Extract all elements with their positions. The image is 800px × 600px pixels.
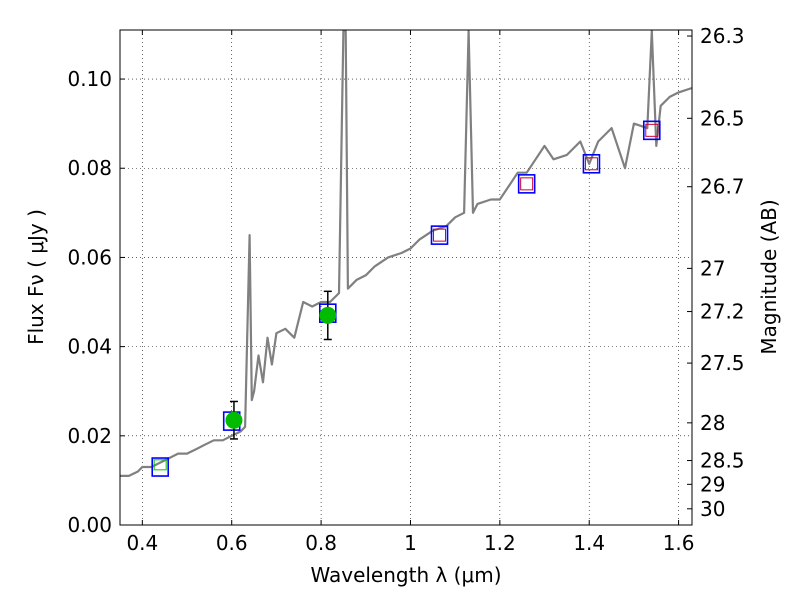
model-photometry-point (642, 120, 661, 141)
mag-tick-label: 27.2 (700, 300, 745, 324)
model-photometry-point (430, 225, 449, 245)
y-tick-label: 0.00 (67, 513, 112, 537)
observed-point (153, 459, 167, 471)
observed-point (319, 306, 337, 324)
x-tick-label: 1.6 (663, 531, 695, 555)
plot-frame (119, 29, 693, 526)
axis-ticks: 0.4 0.6 0.8 1 1.2 1.4 1.6 0.00 0.02 0.04 0.06 0.08 0… (67, 24, 744, 555)
x-tick-label: 1.4 (573, 531, 605, 555)
model-photometry-point (517, 174, 536, 194)
model-photometry-point (582, 153, 601, 174)
observed-point (225, 411, 243, 429)
right-axis-label: Magnitude (AB) (757, 199, 781, 354)
spectrum-line (120, 29, 693, 477)
mag-tick-label: 27.5 (700, 351, 745, 375)
upper-limit-point (584, 157, 598, 171)
y-tick-label: 0.06 (67, 245, 112, 269)
upper-limit-point (520, 177, 534, 191)
mag-tick-label: 26.3 (700, 24, 745, 48)
spectrum-layer (120, 29, 693, 477)
mag-tick-label: 29 (700, 472, 725, 496)
y-tick-label: 0.02 (67, 424, 112, 448)
mag-tick-label: 28.5 (700, 449, 745, 473)
y-tick-label: 0.08 (67, 156, 112, 180)
mag-tick-label: 28 (700, 411, 725, 435)
x-axis-label: Wavelength λ (μm) (310, 563, 501, 587)
x-tick-label: 1.2 (484, 531, 516, 555)
mag-tick-label: 27 (700, 256, 725, 280)
x-tick-label: 1 (404, 531, 417, 555)
mag-tick-label: 26.5 (700, 106, 745, 130)
y-tick-label: 0.04 (67, 335, 112, 359)
x-tick-label: 0.6 (216, 531, 248, 555)
y-tick-label: 0.10 (67, 67, 112, 91)
mag-tick-label: 30 (700, 497, 725, 521)
upper-limit-point (645, 123, 659, 137)
model-photometry-point (151, 457, 170, 477)
x-tick-label: 0.8 (305, 531, 337, 555)
y-axis-label: Flux Fν ( μJy ) (24, 209, 48, 345)
mag-tick-label: 26.7 (700, 175, 745, 199)
photometry-layer (151, 120, 661, 477)
grid (120, 30, 692, 526)
upper-limit-point (433, 228, 447, 242)
x-tick-label: 0.4 (126, 531, 158, 555)
